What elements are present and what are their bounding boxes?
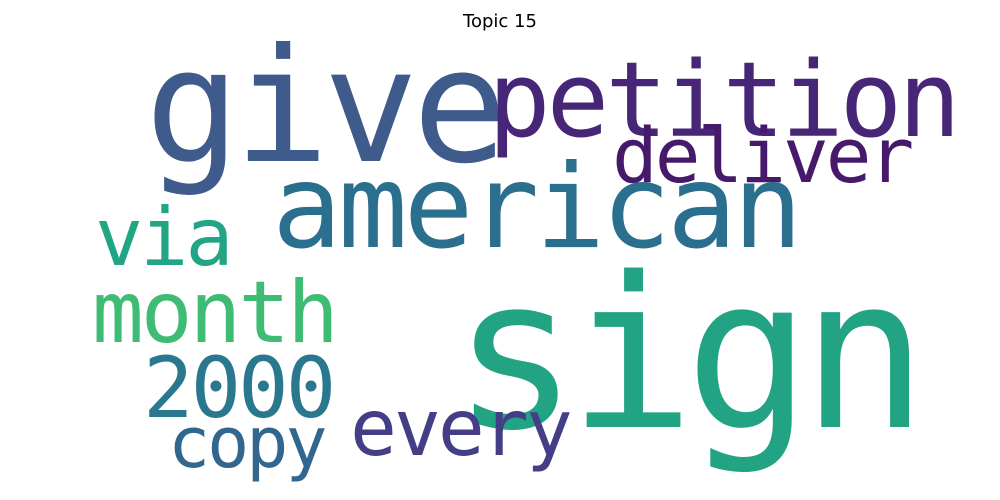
word-month: month bbox=[92, 263, 339, 363]
word-american: american bbox=[272, 140, 803, 275]
word-every: every bbox=[350, 384, 573, 474]
word-petition: petition bbox=[488, 39, 961, 161]
word-deliver: deliver bbox=[612, 111, 914, 200]
word-2000: 2000 bbox=[143, 339, 336, 437]
chart-title: Topic 15 bbox=[463, 11, 537, 32]
word-sign: sign bbox=[452, 232, 928, 477]
word-via: via bbox=[95, 191, 233, 284]
word-copy: copy bbox=[168, 402, 328, 484]
word-give: give bbox=[145, 15, 507, 199]
